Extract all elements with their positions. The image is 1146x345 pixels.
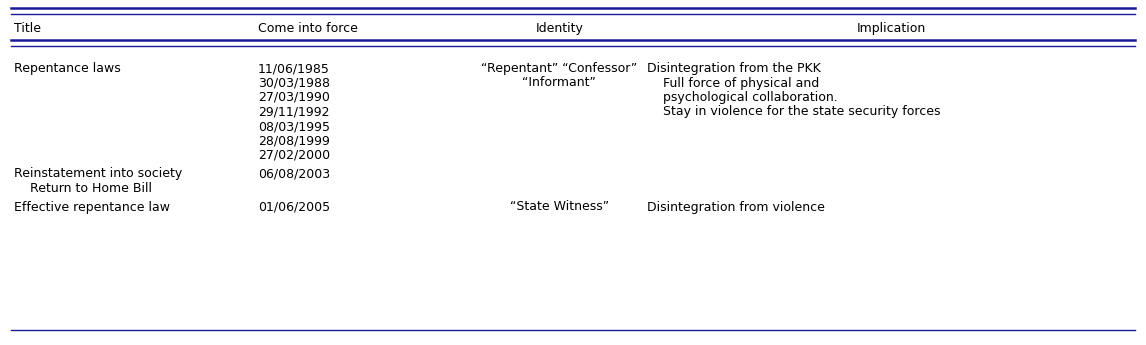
Text: psychological collaboration.: psychological collaboration. — [647, 91, 838, 104]
Text: Implication: Implication — [856, 22, 926, 35]
Text: “Repentant” “Confessor”: “Repentant” “Confessor” — [481, 62, 637, 75]
Text: Disintegration from violence: Disintegration from violence — [647, 200, 825, 214]
Text: Disintegration from the PKK: Disintegration from the PKK — [647, 62, 822, 75]
Text: “Informant”: “Informant” — [523, 77, 596, 89]
Text: Title: Title — [14, 22, 41, 35]
Text: Effective repentance law: Effective repentance law — [14, 200, 170, 214]
Text: “State Witness”: “State Witness” — [510, 200, 609, 214]
Text: Identity: Identity — [535, 22, 583, 35]
Text: Reinstatement into society: Reinstatement into society — [14, 168, 182, 180]
Text: 30/03/1988: 30/03/1988 — [258, 77, 330, 89]
Text: 06/08/2003: 06/08/2003 — [258, 168, 330, 180]
Text: 28/08/1999: 28/08/1999 — [258, 135, 330, 148]
Text: 27/03/1990: 27/03/1990 — [258, 91, 330, 104]
Text: Full force of physical and: Full force of physical and — [647, 77, 819, 89]
Text: Return to Home Bill: Return to Home Bill — [14, 182, 151, 195]
Text: 01/06/2005: 01/06/2005 — [258, 200, 330, 214]
Text: 11/06/1985: 11/06/1985 — [258, 62, 330, 75]
Text: 08/03/1995: 08/03/1995 — [258, 120, 330, 133]
Text: 29/11/1992: 29/11/1992 — [258, 106, 329, 118]
Text: Repentance laws: Repentance laws — [14, 62, 120, 75]
Text: Stay in violence for the state security forces: Stay in violence for the state security … — [647, 106, 941, 118]
Text: Come into force: Come into force — [258, 22, 358, 35]
Text: 27/02/2000: 27/02/2000 — [258, 149, 330, 162]
